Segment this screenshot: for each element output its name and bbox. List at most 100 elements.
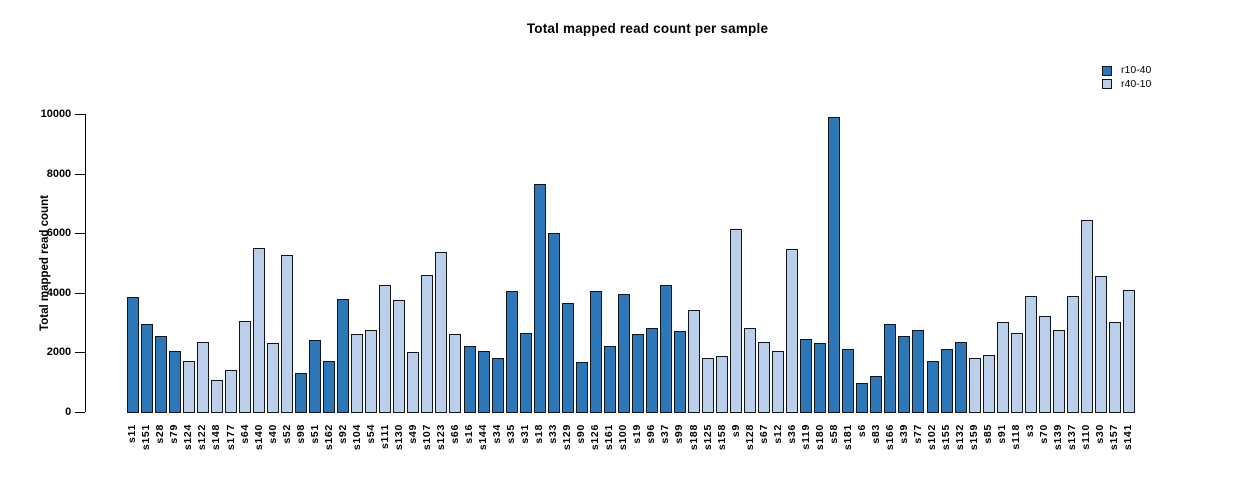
x-tick-label: s126 <box>589 424 602 451</box>
bar-s141 <box>1122 289 1135 413</box>
legend-swatch-r40-10 <box>1102 79 1112 90</box>
bar-s9 <box>730 228 743 413</box>
x-tick-label: s6 <box>855 424 868 438</box>
bar-s139 <box>1052 329 1065 413</box>
bar-s28 <box>154 335 167 413</box>
bar-s100 <box>617 294 630 413</box>
y-tick-label: 2000 <box>46 346 72 359</box>
bar-s158 <box>716 356 729 413</box>
bar-s16 <box>463 346 476 413</box>
x-tick-label: s125 <box>701 424 714 451</box>
legend-label: r40-10 <box>1121 77 1152 90</box>
x-tick-label: s3 <box>1024 424 1037 438</box>
x-tick-label: s107 <box>420 424 433 451</box>
x-tick-label: s166 <box>883 424 896 451</box>
y-axis-title: Total mapped read count <box>39 195 51 331</box>
x-tick-label: s51 <box>308 424 321 444</box>
bar-s130 <box>393 300 406 413</box>
bar-s49 <box>407 352 420 413</box>
bar-s180 <box>814 343 827 413</box>
bar-s111 <box>379 285 392 413</box>
x-tick-label: s118 <box>1010 424 1023 450</box>
y-axis-line <box>85 114 87 413</box>
bar-s36 <box>786 249 799 413</box>
bar-s104 <box>351 334 364 413</box>
x-tick-label: s52 <box>280 424 293 444</box>
x-tick-label: s99 <box>673 424 686 444</box>
bar-s51 <box>309 340 322 413</box>
bar-s162 <box>323 360 336 413</box>
x-tick-label: s148 <box>210 424 223 451</box>
x-tick-label: s177 <box>224 424 237 451</box>
x-tick-label: s122 <box>196 424 209 451</box>
bar-s137 <box>1066 295 1079 413</box>
x-tick-label: s35 <box>505 424 518 444</box>
x-tick-label: s33 <box>547 424 560 444</box>
x-tick-label: s28 <box>154 424 167 444</box>
x-tick-label: s140 <box>252 424 265 451</box>
bar-s102 <box>926 360 939 413</box>
chart-title: Total mapped read count per sample <box>526 21 769 36</box>
x-tick-label: s64 <box>238 424 251 444</box>
x-tick-label: s102 <box>926 424 938 451</box>
x-tick-label: s159 <box>968 424 981 451</box>
legend-swatch-r10-40 <box>1102 65 1112 76</box>
y-axis-tick <box>75 233 86 235</box>
bar-s151 <box>140 323 153 413</box>
x-tick-label: s162 <box>322 424 335 451</box>
bar-s177 <box>225 369 237 413</box>
bar-s40 <box>267 343 280 413</box>
bar-s83 <box>870 375 883 413</box>
x-tick-label: s79 <box>168 424 181 444</box>
x-tick-label: s119 <box>799 424 812 450</box>
y-tick-label: 10000 <box>40 108 72 121</box>
x-tick-label: s110 <box>1080 424 1093 450</box>
bar-s12 <box>772 350 785 413</box>
x-tick-label: s11 <box>126 424 139 444</box>
x-tick-label: s130 <box>392 424 405 451</box>
bar-s18 <box>533 184 546 413</box>
y-axis-tick <box>75 292 86 294</box>
legend-item-r10-40: r10-40 <box>1102 64 1151 78</box>
y-tick-label: 4000 <box>46 286 72 299</box>
x-tick-label: s141 <box>1122 424 1135 451</box>
bar-s64 <box>239 320 252 413</box>
bar-s98 <box>295 372 308 413</box>
x-tick-label: s92 <box>336 424 349 444</box>
bar-s96 <box>645 328 658 413</box>
bar-s92 <box>337 298 350 413</box>
bar-s126 <box>589 291 602 413</box>
x-tick-label: s40 <box>266 424 279 444</box>
x-tick-label: s54 <box>364 424 377 444</box>
bar-s58 <box>828 117 841 413</box>
x-tick-label: s16 <box>463 424 476 444</box>
x-tick-label: s157 <box>1108 424 1121 451</box>
bar-s128 <box>744 328 757 413</box>
x-tick-label: s67 <box>757 424 770 444</box>
bar-s119 <box>800 338 813 413</box>
x-tick-label: s139 <box>1052 424 1065 451</box>
legend-label: r10-40 <box>1121 64 1152 77</box>
bar-s166 <box>884 323 897 413</box>
bar-s85 <box>982 355 995 413</box>
x-tick-label: s137 <box>1066 424 1079 451</box>
bar-s107 <box>421 274 434 413</box>
bar-s122 <box>196 341 209 413</box>
x-tick-label: s96 <box>645 424 658 444</box>
legend-item-r40-10: r40-10 <box>1102 78 1151 92</box>
bar-s161 <box>603 346 616 413</box>
bar-s159 <box>968 357 981 413</box>
x-tick-label: s128 <box>743 424 756 451</box>
x-tick-label: s37 <box>659 424 672 444</box>
bar-s33 <box>547 233 560 413</box>
bar-s77 <box>912 329 925 413</box>
y-axis-tick <box>75 173 86 175</box>
bar-s67 <box>758 341 771 413</box>
bar-s124 <box>182 360 195 413</box>
x-tick-label: s66 <box>448 424 461 444</box>
bar-s123 <box>435 252 448 413</box>
bar-s52 <box>281 255 294 413</box>
x-tick-label: s158 <box>715 424 728 451</box>
x-tick-label: s83 <box>869 424 882 444</box>
